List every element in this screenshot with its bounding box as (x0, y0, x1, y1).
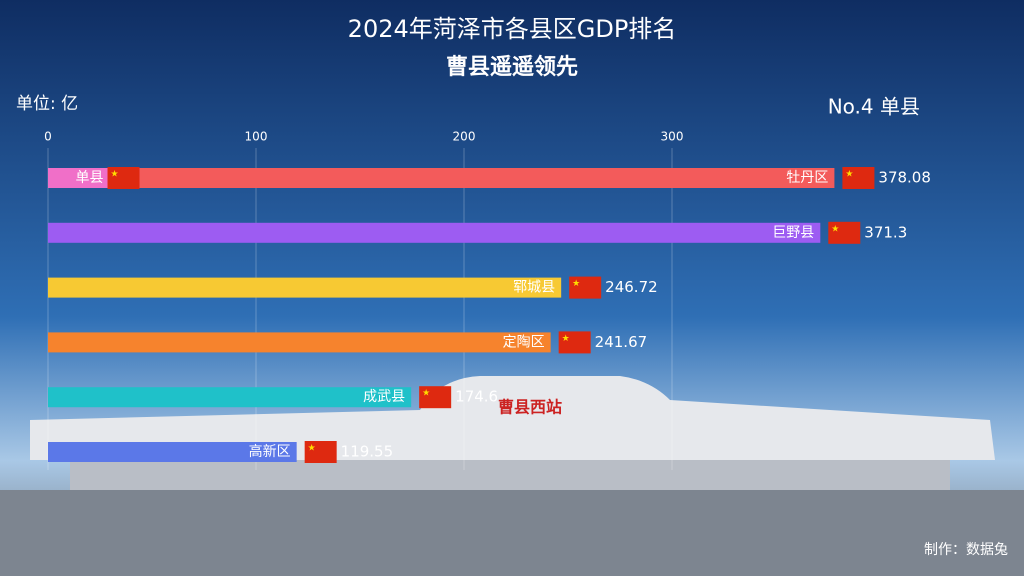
value-label: 246.72 (605, 278, 658, 296)
bar (48, 277, 562, 298)
unit-label: 单位: 亿 (16, 94, 78, 114)
flag-star: ★ (110, 170, 118, 180)
flag-star: ★ (831, 224, 839, 234)
value-label: 119.55 (341, 443, 394, 461)
flag (107, 167, 140, 189)
chart-title: 2024年菏泽市各县区GDP排名 (348, 15, 677, 43)
flag (558, 331, 591, 354)
flag-star: ★ (845, 170, 853, 180)
value-label: 378.08 (878, 169, 931, 187)
bar-label: 巨野县 (772, 225, 814, 241)
svg-text:曹县西站: 曹县西站 (498, 398, 562, 417)
value-label: 371.3 (864, 223, 907, 241)
flag (569, 276, 602, 299)
flag-star: ★ (308, 444, 316, 454)
bar-label: 成武县 (363, 389, 405, 405)
value-label: 174.6 (455, 388, 498, 406)
flag-star: ★ (562, 334, 570, 344)
bar-label: 单县 (76, 170, 104, 186)
bar (48, 332, 551, 353)
bar (48, 387, 412, 408)
flag (419, 386, 452, 409)
flag (304, 441, 337, 463)
flag-star: ★ (572, 279, 580, 289)
x-tick-label: 300 (661, 130, 684, 144)
bar (48, 442, 297, 462)
bar (48, 222, 821, 243)
bar-label: 郓城县 (513, 280, 555, 296)
station: 曹县西站 (0, 376, 1024, 576)
bar-label: 牡丹区 (786, 170, 828, 186)
rank-label: No.4 单县 (828, 95, 920, 119)
x-tick-label: 100 (245, 130, 268, 144)
footer: 制作：数据兔 (924, 542, 1008, 558)
flag-star: ★ (422, 389, 430, 399)
bar (48, 168, 835, 188)
x-tick-label: 0 (44, 130, 52, 144)
flag (828, 221, 861, 244)
x-tick-label: 200 (453, 130, 476, 144)
bar-label: 定陶区 (503, 334, 545, 350)
chart-subtitle: 曹县遥遥领先 (446, 54, 578, 80)
flag (842, 167, 875, 189)
bar-label: 高新区 (249, 443, 291, 460)
value-label: 241.67 (595, 333, 648, 351)
